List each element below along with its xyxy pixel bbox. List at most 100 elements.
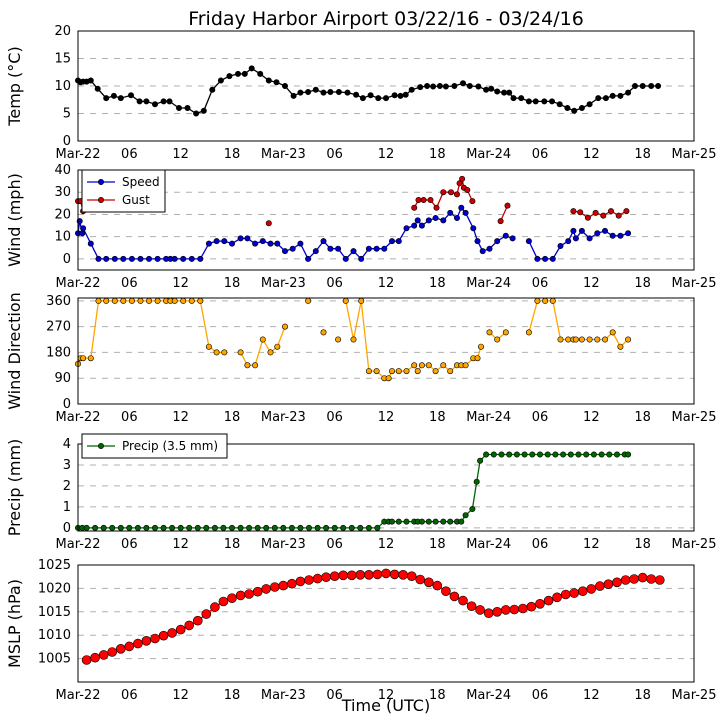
data-point bbox=[320, 89, 327, 96]
data-point bbox=[166, 98, 173, 105]
y-tick-label: 1025 bbox=[38, 558, 71, 573]
y-tick-label: 1020 bbox=[38, 581, 71, 596]
data-point bbox=[83, 524, 90, 531]
data-point bbox=[459, 175, 466, 182]
x-tick-label: 12 bbox=[583, 688, 600, 703]
data-point bbox=[432, 580, 443, 591]
data-point bbox=[541, 98, 548, 105]
data-point bbox=[128, 297, 135, 304]
data-point bbox=[193, 615, 203, 626]
data-point bbox=[137, 297, 144, 304]
x-tick-label: Mar-25 bbox=[672, 276, 717, 291]
data-point bbox=[186, 524, 193, 531]
data-point bbox=[648, 83, 655, 90]
data-point bbox=[418, 518, 425, 525]
data-point bbox=[221, 349, 228, 356]
data-point bbox=[557, 336, 564, 343]
data-point bbox=[133, 638, 143, 649]
data-point bbox=[447, 209, 454, 216]
data-point bbox=[609, 329, 616, 336]
data-point bbox=[623, 208, 630, 215]
data-point bbox=[355, 569, 366, 580]
data-point bbox=[94, 85, 101, 92]
data-point bbox=[601, 227, 608, 234]
data-point bbox=[103, 95, 110, 102]
data-point bbox=[473, 478, 480, 485]
data-point bbox=[388, 518, 395, 525]
data-point bbox=[358, 297, 365, 304]
x-tick-label: Mar-23 bbox=[261, 410, 306, 425]
data-point bbox=[137, 255, 144, 262]
legend-label: Speed bbox=[122, 175, 160, 189]
data-point bbox=[274, 240, 281, 247]
x-tick-label: Mar-22 bbox=[56, 410, 101, 425]
panel-wdir: 0 90 180 270 360 Mar-22 06 12 18 Mar-23 06 12 18 Mar-… bbox=[5, 292, 716, 425]
data-point bbox=[357, 524, 364, 531]
y-tick-label: 30 bbox=[54, 185, 71, 200]
data-point bbox=[430, 83, 437, 90]
data-point bbox=[406, 571, 417, 582]
data-point bbox=[432, 368, 439, 375]
x-tick-label: 12 bbox=[172, 147, 189, 162]
x-tick-label: 18 bbox=[224, 688, 241, 703]
series-wind-5 bbox=[497, 202, 511, 225]
data-point bbox=[609, 232, 616, 239]
series-wdir-2 bbox=[305, 297, 342, 343]
data-point bbox=[188, 255, 195, 262]
legend-label: Precip (3.5 mm) bbox=[122, 439, 218, 453]
x-tick-label: 06 bbox=[326, 537, 343, 552]
data-point bbox=[509, 235, 516, 242]
x-tick-label: Mar-25 bbox=[672, 147, 717, 162]
y-tick-label: 15 bbox=[54, 52, 71, 67]
series-wind-3 bbox=[265, 220, 272, 227]
data-point bbox=[509, 604, 520, 615]
data-point bbox=[152, 524, 159, 531]
data-point bbox=[314, 524, 321, 531]
data-point bbox=[372, 569, 383, 580]
x-tick-label: 12 bbox=[378, 147, 395, 162]
data-point bbox=[607, 208, 614, 215]
data-point bbox=[536, 451, 543, 458]
y-axis-label-precip: Precip (mm) bbox=[5, 439, 24, 537]
data-point bbox=[542, 255, 549, 262]
data-point bbox=[577, 586, 588, 597]
data-point bbox=[502, 232, 509, 239]
data-point bbox=[213, 349, 220, 356]
x-tick-label: 18 bbox=[224, 410, 241, 425]
data-point bbox=[584, 214, 591, 221]
plot-frame-precip bbox=[77, 443, 695, 532]
data-point bbox=[415, 197, 422, 204]
data-point bbox=[395, 238, 402, 245]
data-point bbox=[612, 577, 622, 588]
data-point bbox=[577, 209, 584, 216]
data-point bbox=[267, 349, 274, 356]
data-point bbox=[414, 368, 421, 375]
data-point bbox=[575, 451, 582, 458]
data-point bbox=[395, 368, 402, 375]
data-point bbox=[128, 92, 135, 99]
data-point bbox=[506, 451, 513, 458]
data-point bbox=[154, 255, 161, 262]
x-tick-label: 18 bbox=[634, 688, 651, 703]
data-point bbox=[143, 98, 150, 105]
y-axis-label-temp: Temp (°C) bbox=[5, 46, 24, 126]
data-point bbox=[620, 575, 631, 585]
data-point bbox=[389, 569, 400, 580]
data-point bbox=[466, 601, 477, 612]
data-point bbox=[320, 329, 327, 336]
data-point bbox=[557, 243, 564, 250]
data-point bbox=[211, 524, 218, 531]
data-point bbox=[424, 83, 431, 90]
data-point bbox=[586, 584, 597, 594]
x-tick-label: 12 bbox=[583, 537, 600, 552]
x-tick-label: Mar-23 bbox=[261, 147, 306, 162]
data-point bbox=[304, 575, 314, 585]
x-tick-label: 06 bbox=[532, 147, 549, 162]
data-point bbox=[603, 579, 614, 590]
x-tick-label: 18 bbox=[634, 410, 651, 425]
data-point bbox=[281, 248, 288, 255]
data-point bbox=[486, 245, 493, 252]
x-tick-label: 12 bbox=[378, 688, 395, 703]
data-point bbox=[80, 355, 87, 362]
y-tick-label: 20 bbox=[54, 207, 71, 222]
